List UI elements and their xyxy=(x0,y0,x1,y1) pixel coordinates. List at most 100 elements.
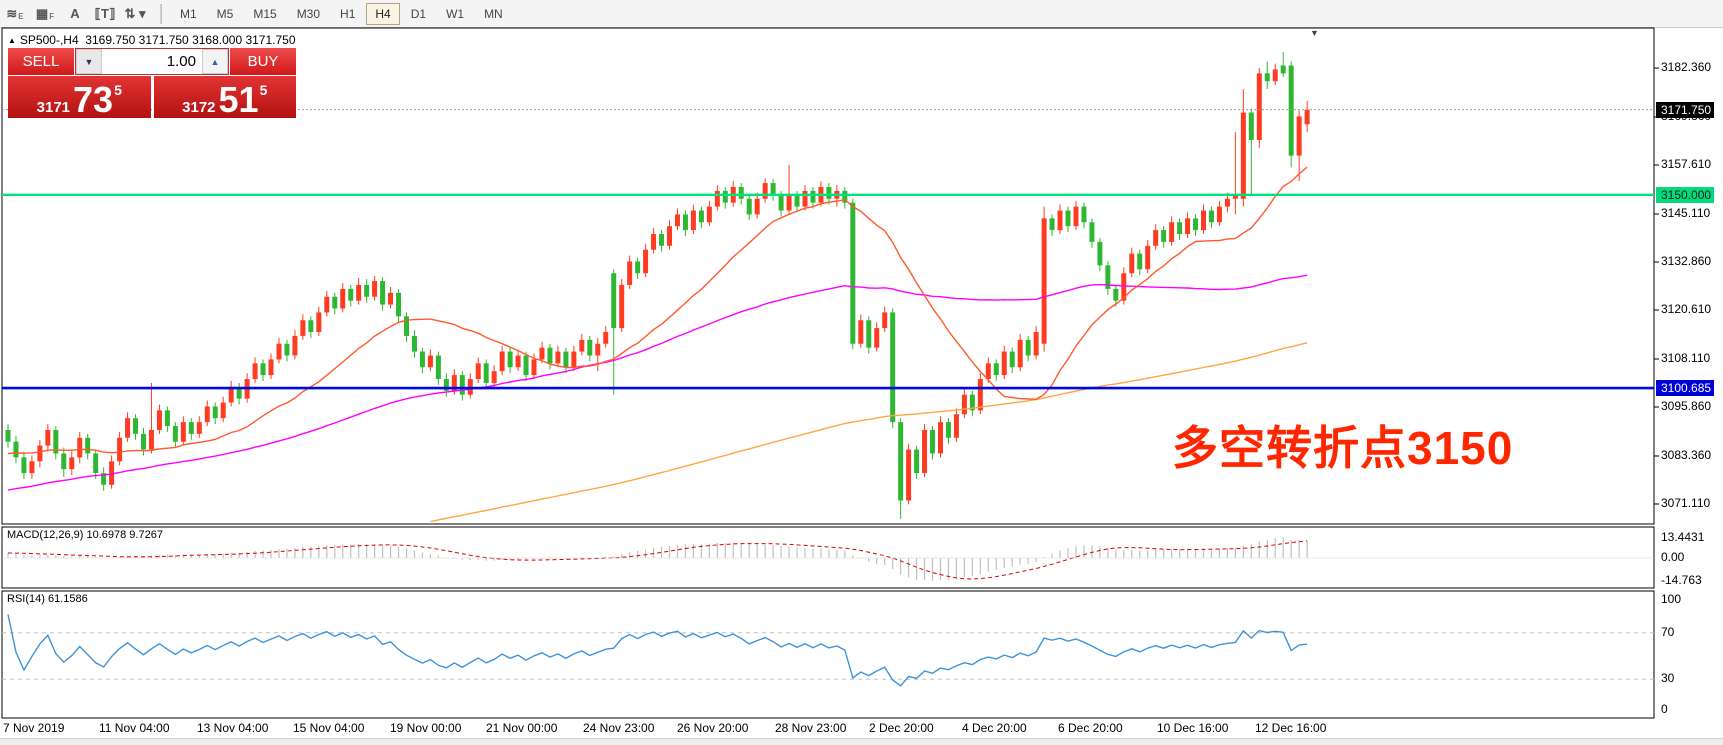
candle[interactable] xyxy=(810,190,816,203)
date-axis-label[interactable]: 2 Dec 20:00 xyxy=(869,721,934,735)
timeframe-button-m30[interactable]: M30 xyxy=(296,6,321,21)
candle[interactable] xyxy=(1073,206,1079,227)
candle[interactable] xyxy=(874,328,880,348)
candle[interactable] xyxy=(977,379,983,411)
candle[interactable] xyxy=(1304,109,1310,125)
candle[interactable] xyxy=(220,402,226,419)
volume-decrease-button[interactable]: ▼ xyxy=(76,49,102,74)
date-axis-label[interactable]: 24 Nov 23:00 xyxy=(583,721,655,735)
candle[interactable] xyxy=(212,406,218,419)
timeframe-button-d1[interactable]: D1 xyxy=(410,6,427,21)
chart-shift-marker-icon[interactable]: ▼ xyxy=(1310,28,1319,38)
candle[interactable] xyxy=(722,190,728,203)
candle[interactable] xyxy=(866,320,872,348)
candle[interactable] xyxy=(324,296,330,313)
candle[interactable] xyxy=(794,194,800,207)
candle[interactable] xyxy=(236,386,242,399)
candle[interactable] xyxy=(475,363,481,380)
candle[interactable] xyxy=(364,284,370,297)
candle[interactable] xyxy=(348,288,354,301)
candle[interactable] xyxy=(953,414,959,438)
candle[interactable] xyxy=(930,429,936,454)
candle[interactable] xyxy=(148,429,154,450)
date-axis-label[interactable]: 15 Nov 04:00 xyxy=(293,721,365,735)
candle[interactable] xyxy=(890,312,896,423)
candle[interactable] xyxy=(1009,351,1015,368)
candle[interactable] xyxy=(1177,222,1183,235)
candle[interactable] xyxy=(1264,73,1270,82)
candle[interactable] xyxy=(611,273,617,329)
candle[interactable] xyxy=(1129,253,1135,274)
candle[interactable] xyxy=(1224,198,1230,207)
candle[interactable] xyxy=(292,335,298,356)
candle[interactable] xyxy=(61,453,67,470)
candle[interactable] xyxy=(37,445,43,462)
candle[interactable] xyxy=(539,347,545,360)
candle[interactable] xyxy=(260,363,266,376)
candle[interactable] xyxy=(53,429,59,454)
grid-dots-icon[interactable]: ▦ F xyxy=(35,5,55,22)
date-axis-label[interactable]: 6 Dec 20:00 xyxy=(1058,721,1123,735)
candle[interactable] xyxy=(1201,210,1206,231)
candle[interactable] xyxy=(1017,339,1023,368)
candle[interactable] xyxy=(411,335,417,352)
candle[interactable] xyxy=(21,457,27,474)
date-axis-label[interactable]: 11 Nov 04:00 xyxy=(99,721,170,735)
date-axis-label[interactable]: 19 Nov 00:00 xyxy=(390,721,462,735)
candle[interactable] xyxy=(1288,65,1294,156)
candle[interactable] xyxy=(1169,222,1175,242)
candle[interactable] xyxy=(571,351,577,368)
candle[interactable] xyxy=(180,422,186,442)
candle[interactable] xyxy=(172,426,178,442)
candle[interactable] xyxy=(659,234,665,246)
candle[interactable] xyxy=(1161,230,1167,242)
candle[interactable] xyxy=(1193,218,1199,231)
candle[interactable] xyxy=(1065,210,1071,227)
candle[interactable] xyxy=(690,210,696,231)
candle[interactable] xyxy=(802,190,808,207)
candle[interactable] xyxy=(1145,245,1151,270)
candle[interactable] xyxy=(1185,218,1191,235)
candle[interactable] xyxy=(1232,194,1238,199)
candle[interactable] xyxy=(826,187,832,199)
candle[interactable] xyxy=(587,339,593,356)
candle[interactable] xyxy=(276,343,282,360)
sell-button[interactable]: SELL xyxy=(8,48,74,75)
candle[interactable] xyxy=(435,355,441,380)
candle[interactable] xyxy=(945,422,951,438)
candle[interactable] xyxy=(1081,206,1087,223)
candle[interactable] xyxy=(419,351,425,368)
candle[interactable] xyxy=(1089,222,1095,242)
arrange-arrows-icon[interactable]: ⇅ ▾ xyxy=(124,5,146,21)
candle[interactable] xyxy=(579,339,585,352)
ask-price-box[interactable]: 3172 51 5 xyxy=(153,76,296,118)
candle[interactable] xyxy=(396,292,402,317)
candle[interactable] xyxy=(45,429,51,446)
candle[interactable] xyxy=(667,226,673,246)
candle[interactable] xyxy=(268,359,274,376)
candle[interactable] xyxy=(284,343,290,356)
candle[interactable] xyxy=(714,190,720,207)
candle[interactable] xyxy=(1041,218,1047,344)
candle[interactable] xyxy=(563,351,569,368)
collapse-triangle-icon[interactable]: ▲ xyxy=(8,36,16,45)
candle[interactable] xyxy=(204,406,210,423)
candle[interactable] xyxy=(1272,69,1278,82)
candle[interactable] xyxy=(786,194,792,211)
candle[interactable] xyxy=(109,461,115,485)
date-axis-label[interactable]: 10 Dec 16:00 xyxy=(1157,721,1229,735)
timeframe-button-m5[interactable]: M5 xyxy=(216,6,234,21)
candle[interactable] xyxy=(523,355,529,376)
candle[interactable] xyxy=(316,312,322,332)
horizontal-scroll-strip[interactable] xyxy=(0,738,1723,745)
candle[interactable] xyxy=(459,375,465,395)
candle[interactable] xyxy=(627,261,633,285)
candle[interactable] xyxy=(1057,210,1063,231)
candle[interactable] xyxy=(69,457,75,470)
candle[interactable] xyxy=(738,187,744,199)
candle[interactable] xyxy=(499,351,505,372)
candle[interactable] xyxy=(77,437,83,458)
candle[interactable] xyxy=(682,214,688,231)
candle[interactable] xyxy=(635,261,641,274)
bid-price-box[interactable]: 3171 73 5 xyxy=(8,76,151,118)
